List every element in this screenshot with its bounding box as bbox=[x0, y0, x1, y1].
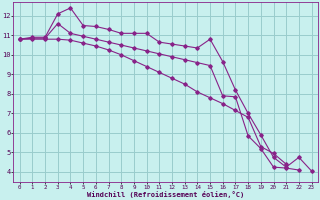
X-axis label: Windchill (Refroidissement éolien,°C): Windchill (Refroidissement éolien,°C) bbox=[87, 191, 244, 198]
